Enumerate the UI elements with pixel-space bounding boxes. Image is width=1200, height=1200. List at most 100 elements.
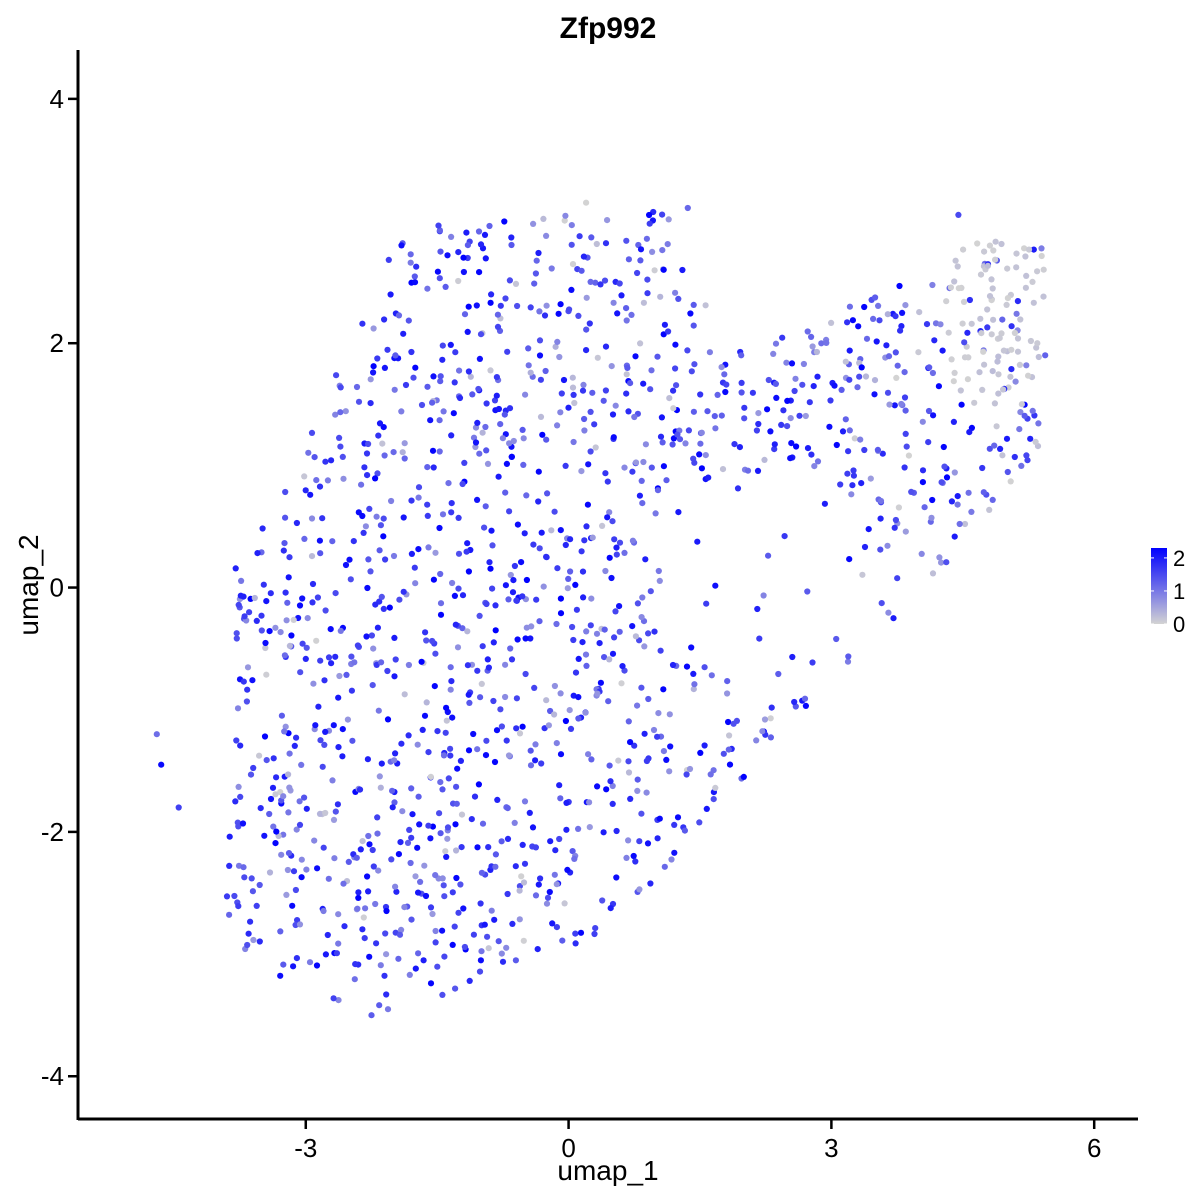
cell-point <box>993 423 1000 430</box>
cell-point <box>233 737 240 744</box>
cell-point <box>436 448 443 455</box>
cell-point <box>455 909 462 916</box>
cell-point <box>537 376 545 383</box>
cell-point <box>578 267 585 274</box>
cell-point <box>425 544 432 551</box>
cell-point <box>536 352 544 359</box>
colorbar-ticks: 0 1 2 <box>1151 546 1185 637</box>
cell-point <box>505 596 512 603</box>
cell-point <box>935 383 943 390</box>
cell-point <box>831 382 838 389</box>
cell-point <box>258 627 265 634</box>
x-tick-label: 3 <box>824 1133 838 1163</box>
cell-point <box>613 544 620 551</box>
cell-point <box>453 800 460 807</box>
cell-point <box>1021 412 1028 419</box>
cell-point <box>383 907 390 915</box>
cell-point <box>407 859 414 867</box>
cell-point <box>929 496 936 504</box>
cell-point <box>632 459 640 466</box>
cell-point <box>483 737 490 744</box>
cell-point <box>575 694 582 701</box>
cell-point <box>497 706 504 713</box>
cell-point <box>691 361 698 368</box>
cell-point <box>725 718 732 726</box>
cell-point <box>380 533 387 540</box>
cell-point <box>303 644 310 651</box>
cell-point <box>470 434 478 441</box>
cell-point <box>388 497 395 505</box>
cell-point <box>332 808 339 815</box>
cell-point <box>959 320 966 327</box>
cell-point <box>1025 372 1032 379</box>
cell-point <box>336 672 343 680</box>
cell-point <box>655 710 662 717</box>
cell-point <box>569 623 576 631</box>
cell-point <box>303 805 310 812</box>
cell-point <box>557 527 564 534</box>
cell-point <box>277 972 284 979</box>
cell-point <box>247 918 254 925</box>
cell-point <box>481 231 489 238</box>
cell-point <box>365 888 372 895</box>
cell-point <box>764 406 771 413</box>
cell-point <box>916 309 923 316</box>
cell-point <box>158 761 165 768</box>
cell-point <box>451 923 458 930</box>
cell-point <box>627 795 634 803</box>
cell-point <box>1003 301 1010 308</box>
cell-point <box>272 624 279 631</box>
cell-point <box>451 592 458 600</box>
cell-point <box>690 670 697 678</box>
cell-point <box>284 866 291 874</box>
cell-point <box>520 879 528 886</box>
cell-point <box>483 447 490 454</box>
cell-point <box>320 844 327 851</box>
cell-point <box>298 874 305 881</box>
cell-point <box>940 443 947 451</box>
cell-point <box>322 809 329 817</box>
cell-point <box>639 500 646 507</box>
cell-point <box>308 429 316 436</box>
cell-point <box>567 536 574 543</box>
cell-point <box>355 894 362 902</box>
cell-point <box>366 841 373 848</box>
cell-point <box>241 613 248 620</box>
cell-point <box>322 458 329 465</box>
cell-point <box>753 427 761 434</box>
cell-point <box>673 382 680 389</box>
cell-point <box>282 723 289 730</box>
cell-point <box>856 373 863 380</box>
cell-point <box>302 655 309 663</box>
cell-point <box>243 698 250 705</box>
cell-point <box>335 997 342 1004</box>
cell-point <box>775 670 782 678</box>
cell-point <box>951 278 958 285</box>
cell-point <box>536 618 543 625</box>
cell-point <box>442 283 449 290</box>
cell-point <box>389 787 396 794</box>
cell-point <box>569 261 577 268</box>
cell-point <box>1022 253 1029 260</box>
cell-point <box>412 364 419 371</box>
cell-point <box>929 369 937 377</box>
cell-point <box>266 628 273 635</box>
cell-point <box>301 794 308 801</box>
cell-point <box>250 936 257 944</box>
cell-point <box>384 667 391 675</box>
cell-point <box>293 826 300 833</box>
cell-point <box>461 311 469 318</box>
cell-point <box>434 963 441 970</box>
cell-point <box>494 796 501 804</box>
cell-point <box>324 477 331 484</box>
cell-point <box>579 568 587 575</box>
cell-point <box>647 386 654 393</box>
cell-point <box>405 317 412 324</box>
cell-point <box>370 363 377 370</box>
cell-point <box>675 508 682 516</box>
cell-point <box>364 756 371 763</box>
cell-point <box>640 299 648 306</box>
cell-point <box>540 583 547 590</box>
cell-point <box>422 892 430 900</box>
cell-point <box>1011 453 1018 461</box>
